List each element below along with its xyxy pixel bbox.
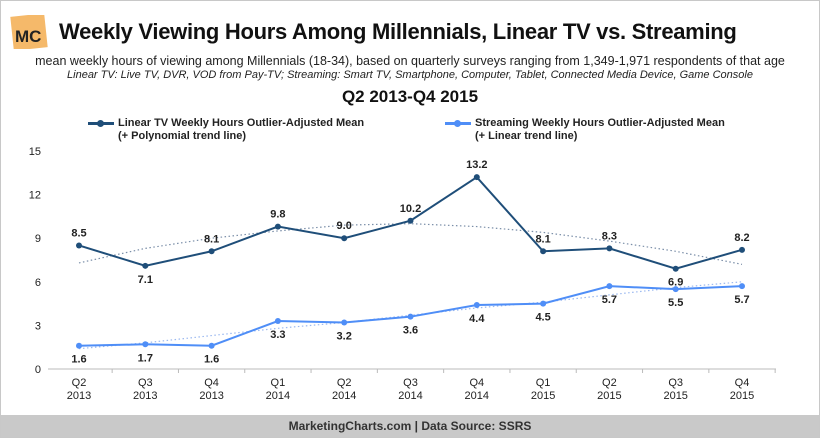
x-tick-label-year: 2014 [332, 390, 356, 402]
y-tick-label: 15 [29, 146, 41, 158]
plot-area: Q22013Q32013Q42013Q12014Q22014Q32014Q420… [29, 146, 776, 402]
data-label: 1.7 [138, 352, 153, 364]
data-point [142, 262, 149, 269]
y-tick-label: 12 [29, 190, 41, 202]
chart-title: Weekly Viewing Hours Among Millennials, … [59, 19, 737, 44]
data-point [341, 319, 348, 326]
data-point [274, 318, 281, 325]
legend-label-sub: (+ Polynomial trend line) [118, 130, 247, 142]
legend-label: Linear TV Weekly Hours Outlier-Adjusted … [118, 117, 365, 129]
x-tick-label-year: 2015 [663, 390, 687, 402]
data-point [739, 246, 745, 253]
data-point [606, 283, 613, 290]
x-tick-label-quarter: Q2 [72, 377, 87, 389]
x-tick-label-quarter: Q3 [668, 377, 683, 389]
data-point [672, 286, 679, 293]
x-tick-label-year: 2015 [730, 390, 754, 402]
data-label: 8.1 [204, 233, 219, 245]
data-label: 4.5 [535, 312, 550, 324]
data-label: 10.2 [400, 203, 421, 215]
data-point [407, 217, 414, 224]
data-label: 8.2 [734, 232, 749, 244]
data-label: 3.2 [337, 330, 352, 342]
data-point [540, 300, 547, 307]
data-label: 8.1 [535, 233, 550, 245]
x-tick-label-quarter: Q1 [536, 377, 551, 389]
y-tick-label: 6 [35, 277, 41, 289]
data-point [540, 248, 547, 255]
x-tick-label-quarter: Q4 [204, 377, 219, 389]
data-point [407, 313, 414, 320]
data-label: 6.9 [668, 277, 683, 289]
data-point [208, 342, 215, 349]
data-label: 3.3 [270, 329, 285, 341]
legend-swatch-linear-tv [88, 120, 114, 127]
chart-subtitle: mean weekly hours of viewing among Mille… [35, 54, 785, 68]
x-tick-label-year: 2015 [531, 390, 555, 402]
x-tick-label-year: 2013 [199, 390, 223, 402]
y-tick-label: 0 [35, 364, 41, 376]
data-point [672, 265, 679, 272]
marketingcharts-logo: MC [10, 15, 48, 49]
data-label: 9.0 [337, 220, 352, 232]
svg-text:MC: MC [15, 27, 41, 46]
data-label: 3.6 [403, 325, 418, 337]
data-label: 9.8 [270, 209, 285, 221]
x-tick-label-quarter: Q3 [403, 377, 418, 389]
chart-note: Linear TV: Live TV, DVR, VOD from Pay-TV… [67, 69, 753, 81]
data-label: 1.6 [71, 354, 86, 366]
x-tick-label-year: 2014 [398, 390, 422, 402]
x-tick-label-quarter: Q2 [602, 377, 617, 389]
legend-streaming: Streaming Weekly Hours Outlier-Adjusted … [445, 117, 725, 143]
data-label: 5.7 [734, 294, 749, 306]
data-label: 4.4 [469, 313, 485, 325]
x-tick-label-quarter: Q1 [271, 377, 286, 389]
data-label: 8.3 [602, 230, 617, 242]
data-point [76, 242, 82, 249]
x-tick-label-year: 2013 [67, 390, 91, 402]
data-point [606, 245, 613, 252]
data-label: 5.7 [602, 294, 617, 306]
data-point [473, 174, 480, 181]
trend-line [78, 223, 743, 265]
data-label: 13.2 [466, 159, 487, 171]
data-label: 7.1 [138, 274, 153, 286]
legend-swatch-streaming [445, 120, 471, 127]
x-tick-label-quarter: Q3 [138, 377, 153, 389]
data-point [274, 223, 281, 230]
data-point [473, 302, 480, 309]
data-point [142, 341, 149, 348]
x-tick-label-quarter: Q2 [337, 377, 352, 389]
x-tick-label-year: 2013 [133, 390, 157, 402]
data-label: 1.6 [204, 354, 219, 366]
x-tick-label-quarter: Q4 [469, 377, 484, 389]
y-tick-label: 3 [35, 320, 41, 332]
data-label: 5.5 [668, 297, 683, 309]
data-point [739, 283, 745, 290]
data-label: 8.5 [71, 227, 86, 239]
chart-period: Q2 2013-Q4 2015 [341, 87, 479, 106]
source-footer: MarketingCharts.com | Data Source: SSRS [1, 415, 819, 437]
x-tick-label-year: 2015 [597, 390, 621, 402]
x-tick-label-year: 2014 [266, 390, 290, 402]
legend-linear-tv: Linear TV Weekly Hours Outlier-Adjusted … [88, 117, 365, 143]
y-tick-label: 9 [35, 233, 41, 245]
data-point [341, 235, 348, 242]
data-point [76, 342, 82, 349]
legend-label: Streaming Weekly Hours Outlier-Adjusted … [475, 117, 725, 129]
data-point [208, 248, 215, 255]
legend-label-sub: (+ Linear trend line) [475, 130, 578, 142]
x-tick-label-quarter: Q4 [735, 377, 750, 389]
x-tick-label-year: 2014 [465, 390, 489, 402]
